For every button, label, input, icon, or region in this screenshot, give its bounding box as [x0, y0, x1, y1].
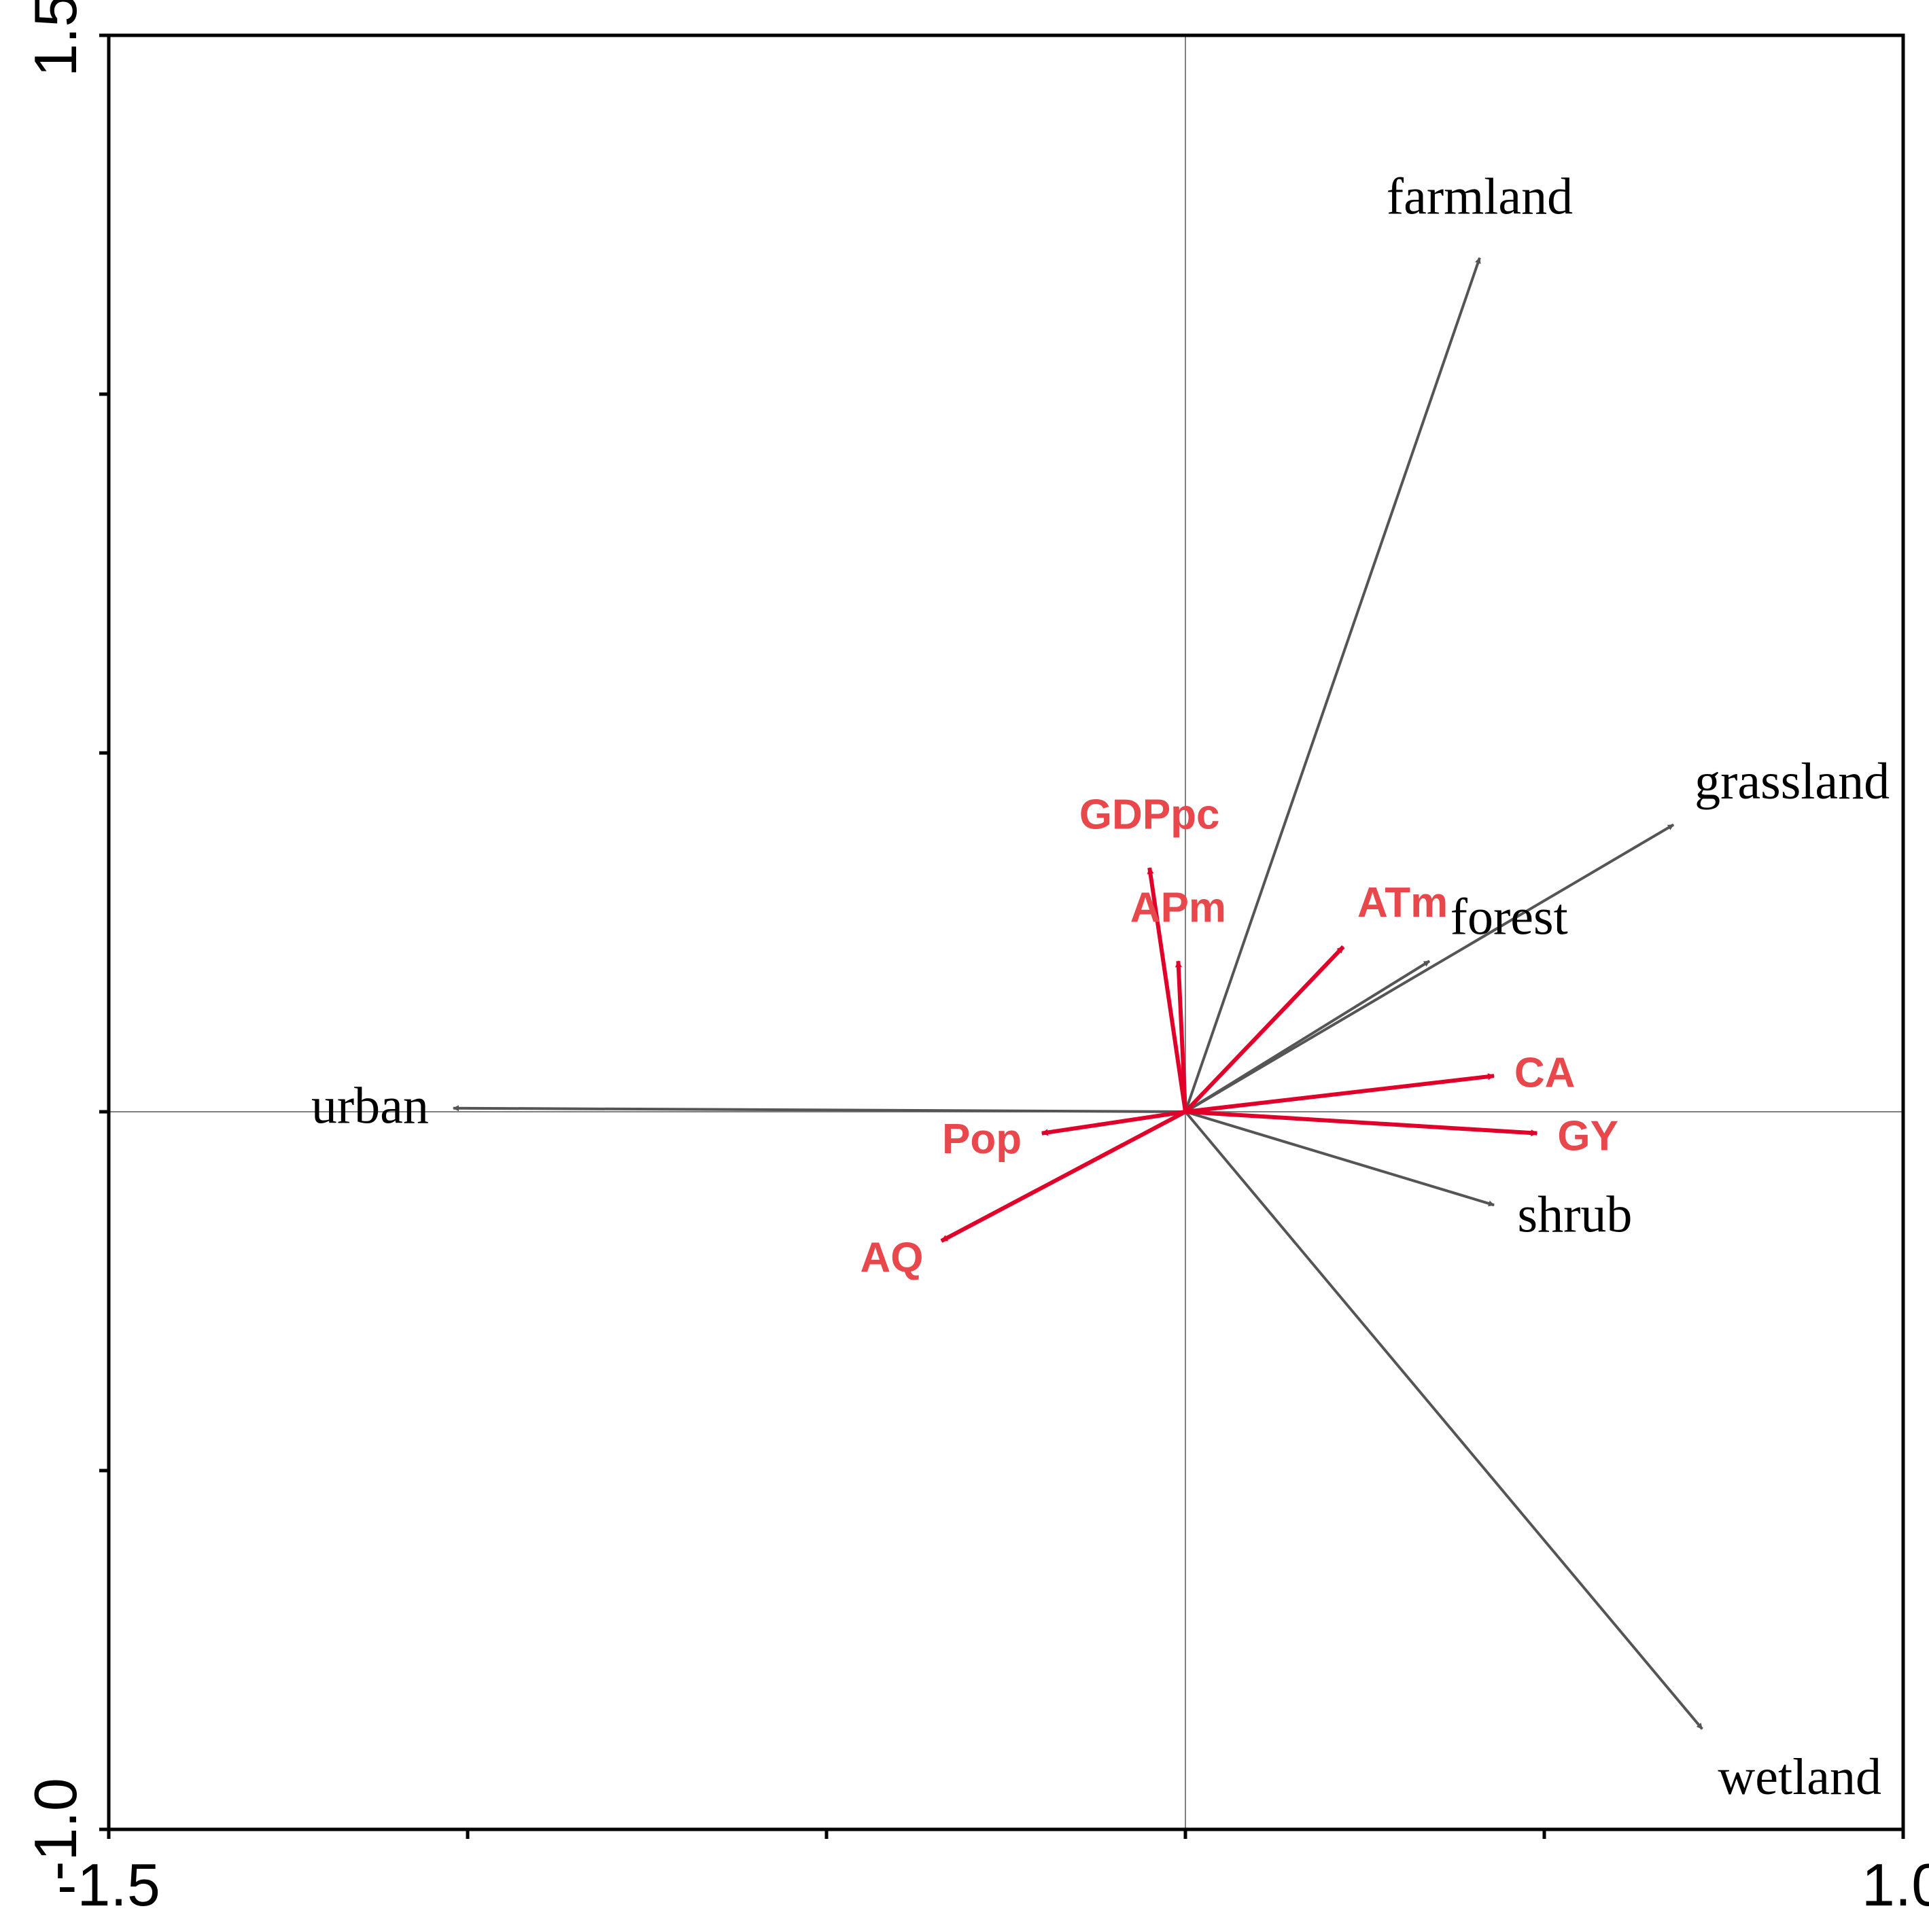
axis-ticks: -1.5 1.0 -1.0 1.5 [22, 0, 1929, 1918]
wetland-arrow [1184, 1110, 1703, 1730]
farmland-label: farmland [1387, 169, 1573, 226]
explanatory-vectors [940, 866, 1538, 1243]
gy-label: GY [1557, 1113, 1618, 1160]
aq-label: AQ [860, 1234, 923, 1281]
wetland-label: wetland [1718, 1749, 1881, 1806]
x-tick-label: -1.5 [57, 1851, 160, 1918]
grassland-label: grassland [1695, 753, 1890, 810]
pop-label: Pop [942, 1116, 1022, 1163]
urban-label: urban [311, 1077, 429, 1134]
ca-arrow [1185, 1073, 1495, 1114]
x-tick-label: 1.0 [1862, 1851, 1929, 1918]
vector-labels: farmland grassland forest urban shrub wetland… [311, 169, 1890, 1806]
ca-label: CA [1514, 1049, 1576, 1096]
zero-lines [109, 35, 1903, 1829]
shrub-arrow [1185, 1110, 1495, 1207]
urban-arrow [452, 1105, 1186, 1113]
y-tick-label: -1.0 [22, 1778, 89, 1881]
farmland-arrow [1184, 257, 1481, 1112]
atm-label: ATm [1357, 879, 1448, 926]
gdppc-arrow [1147, 866, 1187, 1112]
forest-arrow [1184, 960, 1431, 1113]
gy-arrow [1185, 1110, 1538, 1137]
response-vectors [452, 257, 1703, 1730]
aq-arrow [940, 1110, 1187, 1243]
pop-arrow [1041, 1110, 1186, 1136]
plot-frame [107, 33, 1905, 1831]
grassland-arrow [1184, 823, 1675, 1113]
apm-arrow [1175, 960, 1187, 1112]
atm-arrow [1183, 945, 1345, 1114]
gdppc-label: GDPpc [1079, 791, 1220, 838]
shrub-label: shrub [1518, 1187, 1633, 1244]
apm-label: APm [1130, 884, 1226, 931]
y-tick-label: 1.5 [22, 0, 89, 77]
forest-label: forest [1450, 889, 1568, 946]
